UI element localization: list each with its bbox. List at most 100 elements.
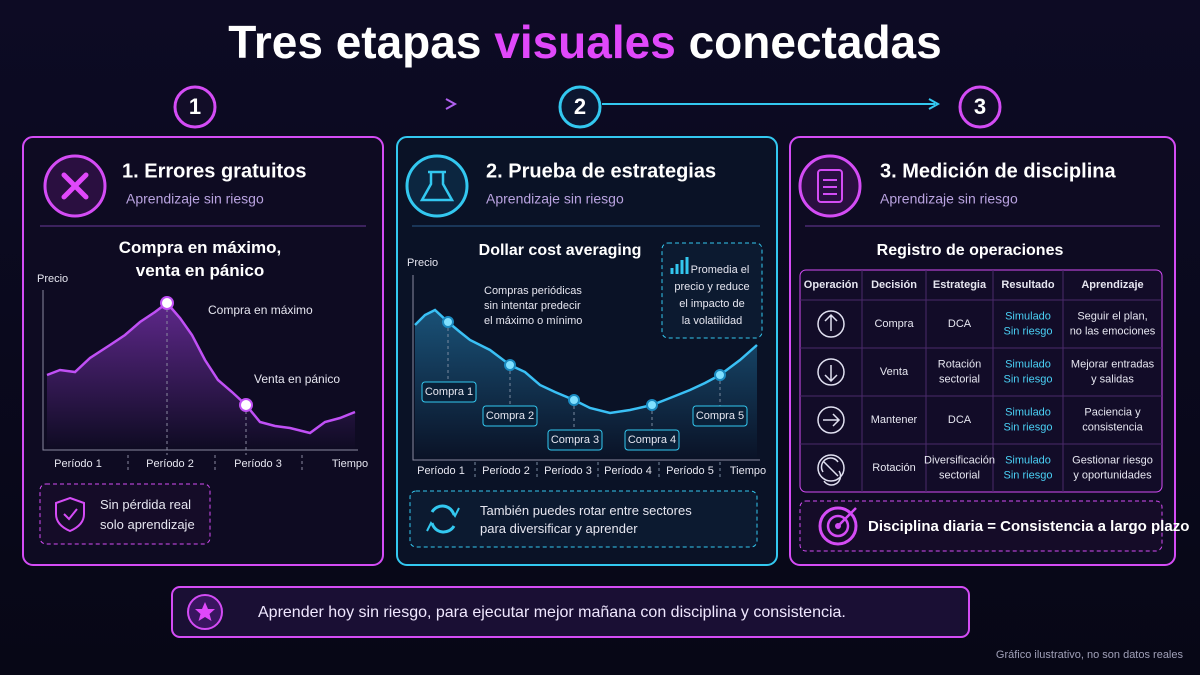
label: Sin pérdida real [100,497,191,512]
buy-label: Compra 4 [628,434,676,446]
label: 2. Prueba de estrategias [486,160,716,182]
table-cell: Gestionar riesgo [1072,454,1153,466]
table-cell: Rotación [938,358,981,370]
label: Disciplina diaria = Consistencia a largo… [868,518,1189,535]
table-cell: Simulado [1005,406,1051,418]
shape: Operación Decisión Estrategia Resultado Apre… [800,270,1162,492]
table-cell: Venta [880,366,909,378]
label: Dollar cost averaging [479,242,642,259]
shape [55,496,85,533]
shape [63,508,78,521]
shape [239,398,253,412]
label: conectadas [689,16,942,68]
shape [445,98,458,110]
table-header: Aprendizaje [1081,279,1143,291]
label: Registro de operaciones [877,242,1064,259]
table-cell: Seguir el plan, [1077,310,1147,322]
shape [670,257,689,274]
shape: Compra 1 Compra 2 Compra 3 Compra 4 Compra 5 [421,316,748,451]
table-cell: Sin riesgo [1004,373,1053,385]
shape [195,602,215,621]
label: solo aprendizaje [100,517,195,532]
table-cell: Rotación [872,462,915,474]
label: 3 [974,94,986,119]
label: Compra en máximo, [119,238,282,257]
table-cell: Mantener [871,414,918,426]
label: precio y reduce [674,281,749,293]
shape [826,514,850,538]
label: para diversificar y aprender [480,521,638,536]
label: el impacto de [679,298,744,310]
buy-point [442,316,454,328]
shape [419,170,455,202]
label: Compra en máximo [208,303,313,317]
label: Promedia el [691,264,750,276]
shape [22,136,384,566]
buy-box [624,429,680,451]
shape [171,586,970,638]
row-icon-glyph [824,313,838,331]
label: También puedes rotar entre sectores para … [480,503,692,536]
shape [799,500,1163,552]
table-cell: DCA [948,318,972,330]
buy-box [482,405,538,427]
row-icon-glyph [820,457,842,486]
shape [46,301,356,435]
label: Aprender hoy sin riesgo, para ejecutar m… [258,604,846,621]
shape [127,303,303,470]
shape [558,85,602,129]
table-cell: Simulado [1005,358,1051,370]
label: Período 1 [417,465,465,477]
row-icon [817,454,845,482]
label: visuales [494,16,676,68]
buy-label: Compra 1 [425,386,473,398]
table-cell: Compra [874,318,914,330]
label: Compra en máximo, venta en pánico [119,238,282,280]
label: Precio [407,257,438,269]
label: Período 3 [234,458,282,470]
shape [61,172,89,200]
table-cell: sectorial [939,373,980,385]
buy-box [692,405,748,427]
table-header: Operación [804,279,859,291]
label: Venta en pánico [254,372,340,386]
shape [414,308,758,415]
label: Período 2 [482,465,530,477]
label: Gráfico ilustrativo, no son datos reales [996,649,1184,661]
table-cell: y oportunidades [1073,469,1152,481]
label: sin intentar predecir [484,300,581,312]
label: Período 5 [666,465,714,477]
label: Sin pérdida real solo aprendizaje [100,497,195,532]
label: la volatilidad [682,315,743,327]
buy-box [421,381,477,403]
shape [799,269,1163,493]
row-icon [817,406,845,434]
row-icon-glyph [823,413,841,427]
label: Tiempo [332,458,368,470]
table-cell: Sin riesgo [1004,325,1053,337]
shape [837,507,857,527]
label: Compras periódicas sin intentar predecir e… [484,285,582,327]
table-cell: consistencia [1082,421,1143,433]
table-cell: y salidas [1091,373,1134,385]
buy-label: Compra 5 [696,410,744,422]
table-cell: Sin riesgo [1004,469,1053,481]
shape [173,85,217,129]
shape [958,85,1002,129]
label: Período 3 [544,465,592,477]
shape [818,506,858,546]
shape [409,490,758,548]
table-cell: Simulado [1005,310,1051,322]
table-cell: Mejorar entradas [1071,358,1155,370]
shape [405,154,469,218]
shape [817,169,843,203]
buy-point [714,369,726,381]
shape [447,322,721,478]
table-cell: Paciencia y [1084,406,1141,418]
label: venta en pánico [136,261,264,280]
row-icon [817,310,845,338]
table-header: Decisión [871,279,917,291]
label: Promedia el precio y reduce el impacto de l… [674,264,749,327]
label: Tiempo [730,465,766,477]
